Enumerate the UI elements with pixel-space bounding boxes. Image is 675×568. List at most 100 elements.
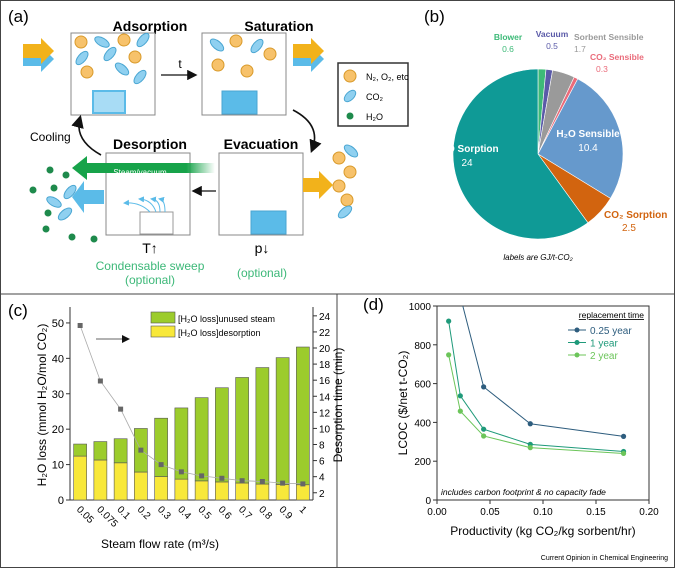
panel-label-c: (c) xyxy=(8,301,28,320)
bar-desorption xyxy=(275,484,290,501)
bar-unused-steam xyxy=(174,407,189,480)
pie-slice-value: 0.5 xyxy=(546,41,558,51)
bar-desorption xyxy=(215,481,229,501)
d-legend-marker xyxy=(574,327,580,333)
bar-unused-steam xyxy=(235,377,249,484)
pie-slice-label: CO₂ Sorption xyxy=(604,210,667,221)
sorbent-desorbed-icon xyxy=(139,211,174,235)
sorbent-saturated-icon xyxy=(221,90,258,115)
d-legend-label: 2 year xyxy=(590,351,618,362)
bar-unused-steam xyxy=(275,357,290,485)
desorption-time-point xyxy=(97,378,103,384)
desorption-time-point xyxy=(239,478,245,484)
desorption-time-point xyxy=(259,479,265,485)
desorption-optional-label: (optional) xyxy=(125,273,175,287)
d-y-tick-label: 400 xyxy=(414,418,431,429)
bar-desorption xyxy=(296,484,310,501)
pie-slice-value: 2.5 xyxy=(622,223,636,234)
pie-slice-value: 10.4 xyxy=(578,143,598,154)
c-y-tick-label: 50 xyxy=(52,318,64,330)
d-y-tick-label: 1000 xyxy=(409,302,432,313)
diagram-legend: N₂, O₂, etc CO₂ H₂O xyxy=(337,62,409,127)
pie-slice-label: Vacuum xyxy=(536,29,569,39)
c-y2-tick-label: 20 xyxy=(319,344,331,355)
bar-unused-steam xyxy=(296,346,310,486)
bar-desorption xyxy=(93,459,108,501)
lcoc-point xyxy=(457,408,463,414)
legend-co2-label: CO₂ xyxy=(366,92,384,102)
evacuation-outflow-arrow-icon xyxy=(303,171,333,199)
legend-h2o-icon xyxy=(346,112,354,120)
panel-label-b: (b) xyxy=(424,7,445,26)
bar-desorption xyxy=(194,480,209,501)
h2o-molecules-icon xyxy=(29,166,98,243)
d-y-tick-label: 800 xyxy=(414,341,431,352)
feed-arrow-out-icon xyxy=(293,38,324,72)
desorption-time-point xyxy=(77,322,83,328)
panel-label-a: (a) xyxy=(8,7,29,26)
bar-desorption xyxy=(235,482,249,501)
n2-o2-molecules-icon xyxy=(74,33,357,207)
d-x-tick-label: 0.05 xyxy=(480,507,500,518)
c-y2-tick-label: 6 xyxy=(319,457,325,468)
steam-vacuum-label: Steam/vacuum xyxy=(113,168,167,177)
desorption-time-point xyxy=(178,469,184,475)
footer-journal: Current Opinion in Chemical Engineering xyxy=(541,555,668,562)
temperature-up-label: T↑ xyxy=(142,240,158,256)
panel-c-bar-chart: (c) Steam flow rate (m³/s) H₂O loss (mmo… xyxy=(0,293,675,568)
bar-desorption xyxy=(174,478,189,501)
d-y-tick-label: 0 xyxy=(425,496,431,507)
c-y2-tick-label: 10 xyxy=(319,424,331,435)
steam-vacuum-arrow xyxy=(72,156,215,180)
pressure-down-label: p↓ xyxy=(255,240,270,256)
desorption-time-point xyxy=(280,480,286,486)
d-x-axis-label: Productivity (kg CO₂/kg sorbent/hr) xyxy=(450,524,635,538)
desorption-time-point xyxy=(300,481,306,487)
step-adsorption-title: Adsorption xyxy=(113,18,188,34)
bar-desorption xyxy=(73,455,87,501)
lcoc-line xyxy=(462,306,624,437)
lcoc-point xyxy=(620,450,627,457)
c-y2-tick-label: 18 xyxy=(319,360,331,371)
c-y-tick-label: 10 xyxy=(52,460,64,472)
d-x-tick-label: 0.15 xyxy=(586,507,606,518)
desorption-time-point xyxy=(138,447,144,453)
condensable-sweep-label: Condensable sweep xyxy=(96,259,205,273)
feed-arrow-in-icon xyxy=(23,38,54,72)
pie-slice-value: 24 xyxy=(461,158,473,169)
pie-slice xyxy=(537,78,624,199)
bar-unused-steam xyxy=(194,397,209,482)
step-saturation-title: Saturation xyxy=(244,18,313,34)
bar-unused-steam xyxy=(255,367,270,485)
desorption-time-point xyxy=(199,473,205,479)
c-y-tick-label: 30 xyxy=(52,389,64,401)
panel-b-pie-chart: (b) labels are GJ/t-CO₂ Blower 0.6 Vacuum 0… xyxy=(424,7,667,262)
lcoc-point xyxy=(481,433,487,439)
desorption-release-arrows-icon xyxy=(123,196,166,213)
d-legend-marker xyxy=(574,340,580,345)
pie-slice xyxy=(452,68,589,240)
time-label: t xyxy=(178,57,182,71)
legend-co2-icon xyxy=(343,89,357,103)
legend-n2-o2-label: N₂, O₂, etc xyxy=(366,72,409,82)
d-x-tick-label: 0.00 xyxy=(427,507,447,518)
d-x-tick-label: 0.20 xyxy=(639,507,659,518)
pie-slice-label: CO₂ Sensible xyxy=(590,52,644,62)
c-y2-tick-label: 16 xyxy=(319,376,331,387)
lcoc-point xyxy=(527,421,533,427)
c-y-tick-label: 0 xyxy=(58,495,64,507)
co2-molecules-icon xyxy=(46,32,359,221)
d-legend-label: 1 year xyxy=(590,339,618,350)
c-legend-label: [H₂O loss]unused steam xyxy=(178,314,275,324)
lcoc-point xyxy=(446,318,452,324)
desorption-time-point xyxy=(118,406,124,412)
c-y-tick-label: 20 xyxy=(52,424,64,436)
d-x-tick-label: 0.10 xyxy=(533,507,553,518)
pie-units-note: labels are GJ/t-CO₂ xyxy=(503,253,572,262)
c-legend-swatch xyxy=(150,311,176,324)
pie-slice-value: 1.7 xyxy=(574,44,586,54)
d-legend-label: 0.25 year xyxy=(590,326,632,337)
cooling-label: Cooling xyxy=(30,130,71,144)
saturation-to-evacuation-arrow-icon xyxy=(292,109,322,153)
